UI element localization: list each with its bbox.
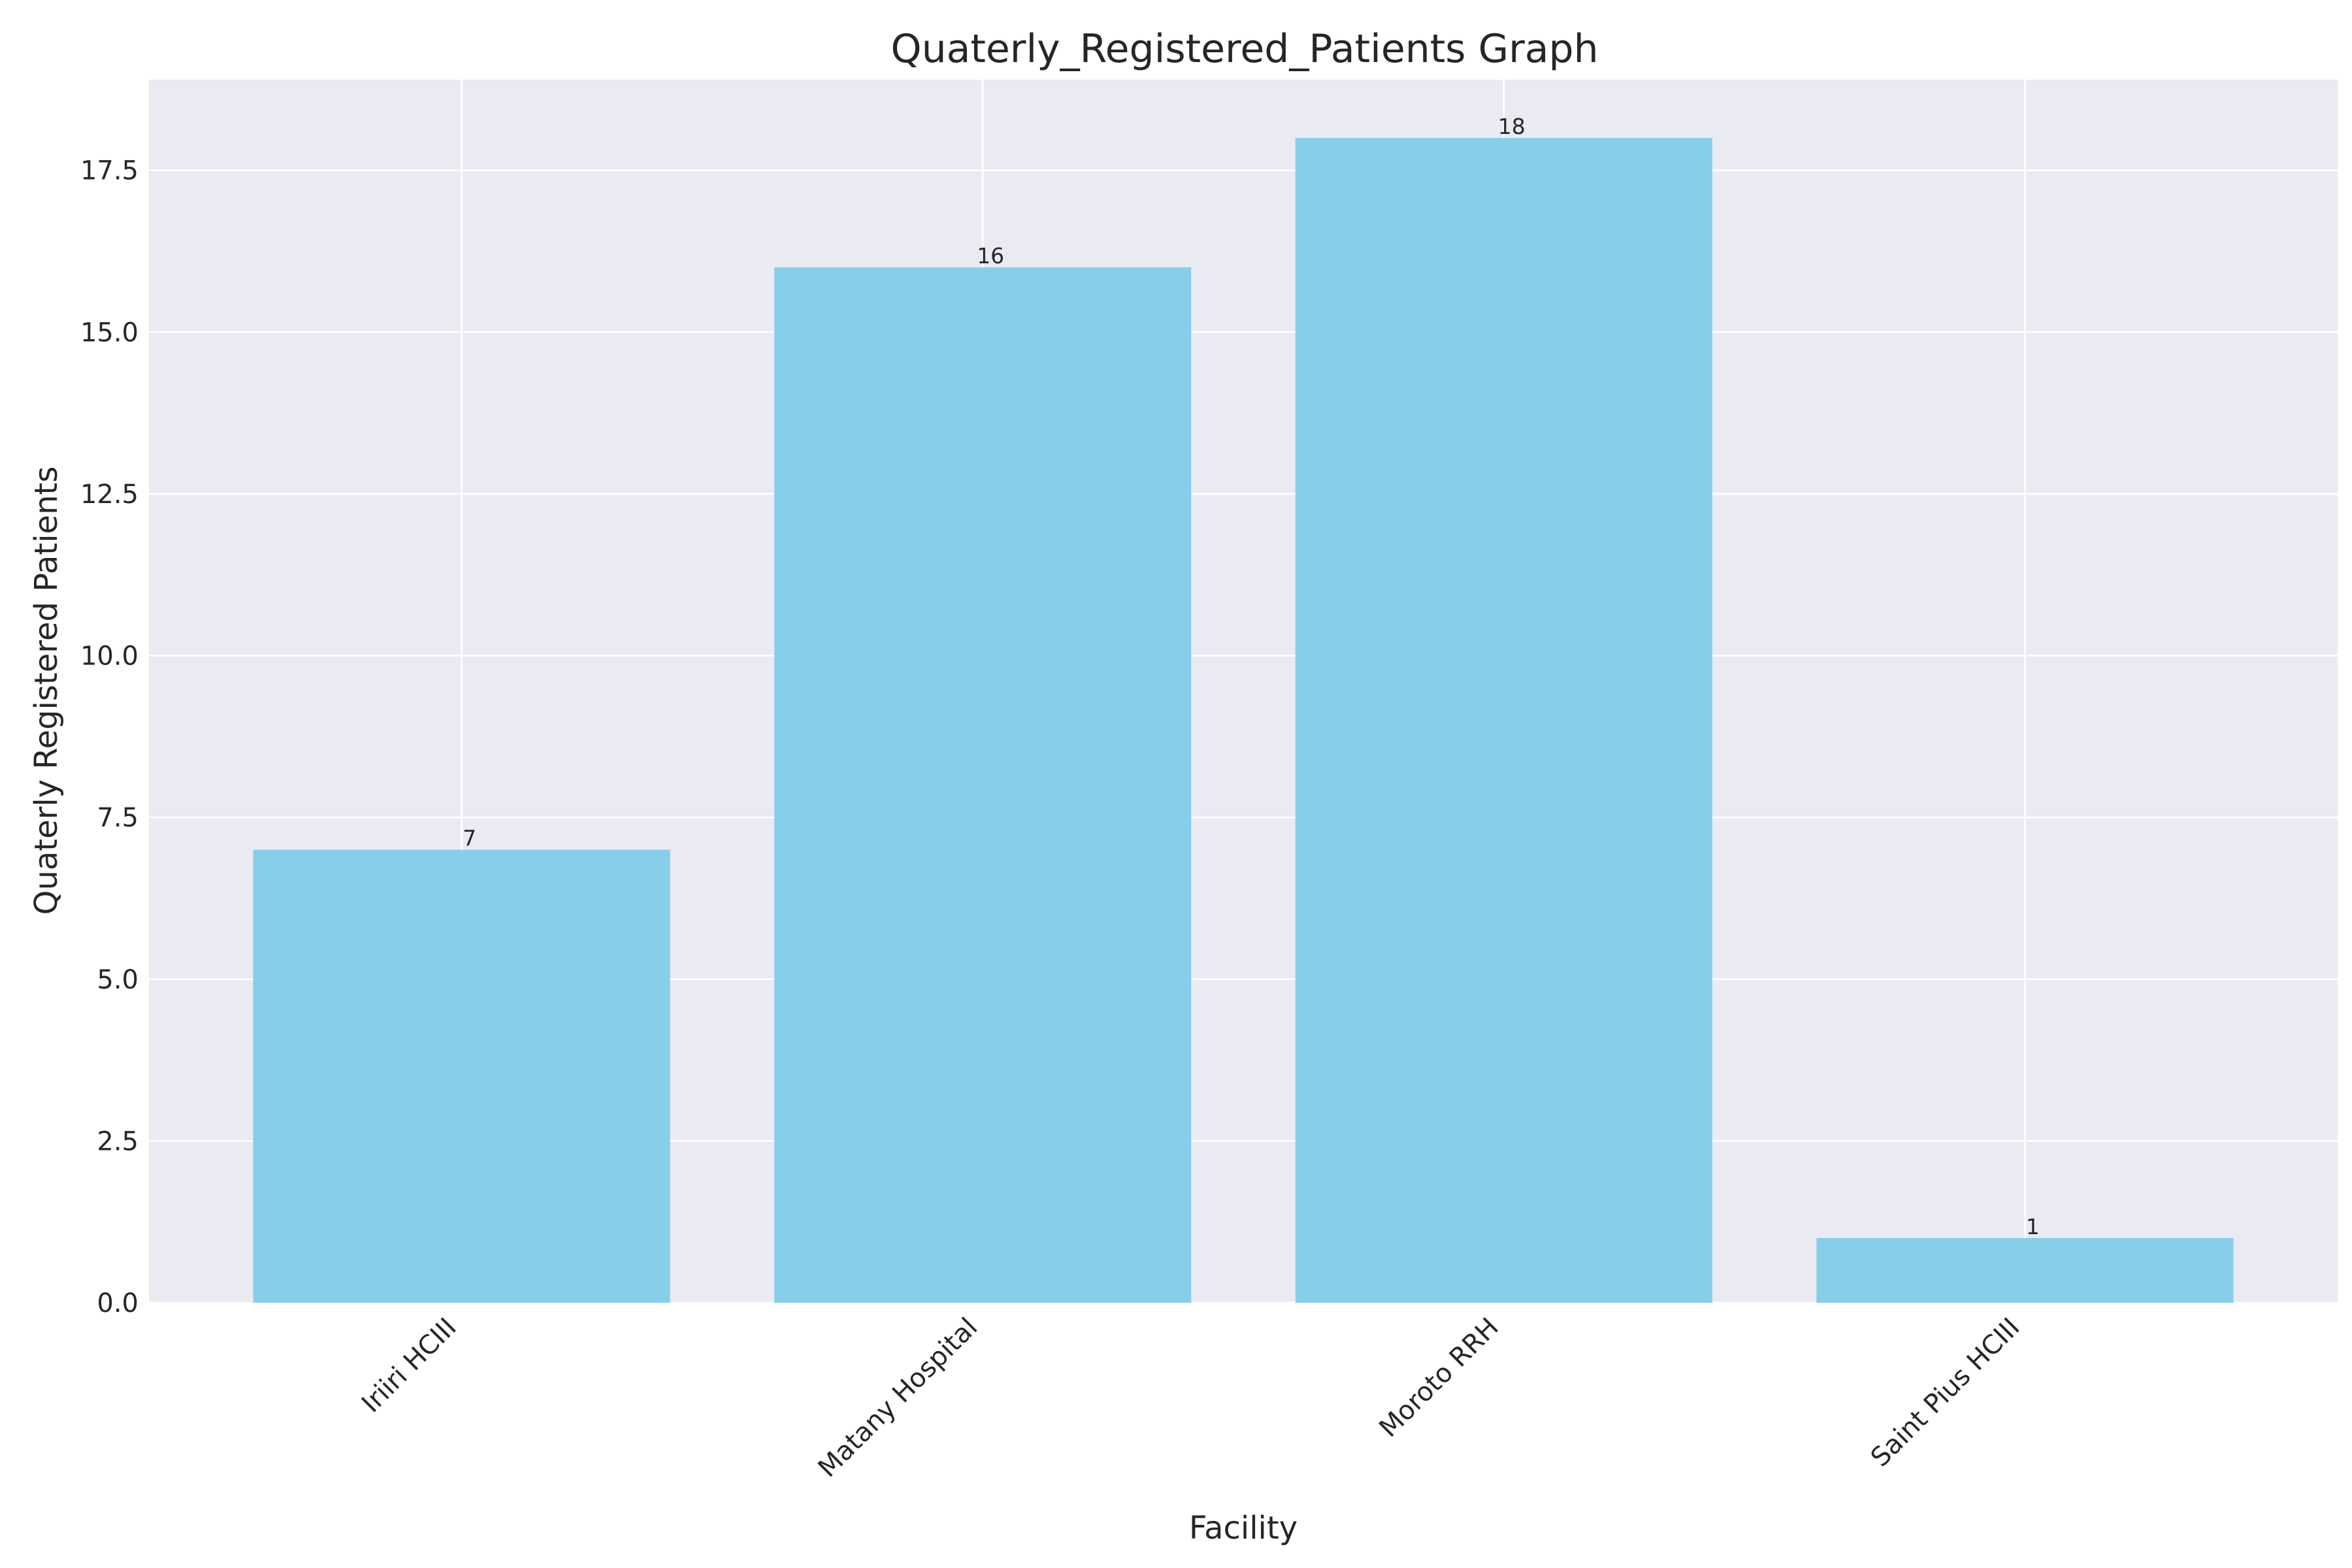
bar-value-label: 16 (977, 243, 1004, 269)
y-tick-label: 12.5 (80, 480, 139, 510)
y-axis-label: Quaterly Registered Patients (28, 466, 65, 915)
bar[interactable] (253, 849, 670, 1303)
x-axis-ticks: Iriiri HCIII Matany Hospital Moroto RRH Sai… (356, 1313, 2026, 1484)
y-tick-label: 10.0 (80, 642, 139, 672)
x-tick-label: Saint Pius HCIII (1865, 1313, 2026, 1473)
y-tick-label: 0.0 (97, 1288, 139, 1318)
bar[interactable] (774, 267, 1192, 1303)
x-tick-label: Iriiri HCIII (356, 1313, 463, 1419)
y-tick-label: 17.5 (80, 156, 139, 186)
bar-value-label: 1 (2026, 1214, 2040, 1239)
y-tick-label: 15.0 (80, 318, 139, 348)
y-tick-label: 2.5 (97, 1126, 139, 1156)
bar[interactable] (1816, 1237, 2234, 1303)
bar-value-label: 7 (463, 826, 476, 851)
x-tick-label: Matany Hospital (813, 1313, 984, 1484)
x-tick-label: Moroto RRH (1373, 1313, 1505, 1444)
y-tick-label: 5.0 (97, 965, 139, 995)
bar-value-label: 18 (1498, 114, 1526, 139)
bars-layer (253, 138, 2234, 1303)
chart-title: Quaterly_Registered_Patients Graph (890, 26, 1598, 72)
y-axis-ticks: 0.0 2.5 5.0 7.5 10.0 12.5 15.0 17.5 (80, 156, 139, 1318)
x-axis-label: Facility (1189, 1510, 1298, 1546)
bar[interactable] (1295, 138, 1712, 1303)
y-tick-label: 7.5 (97, 803, 139, 833)
data-labels-layer: 7 16 18 1 (463, 114, 2040, 1239)
